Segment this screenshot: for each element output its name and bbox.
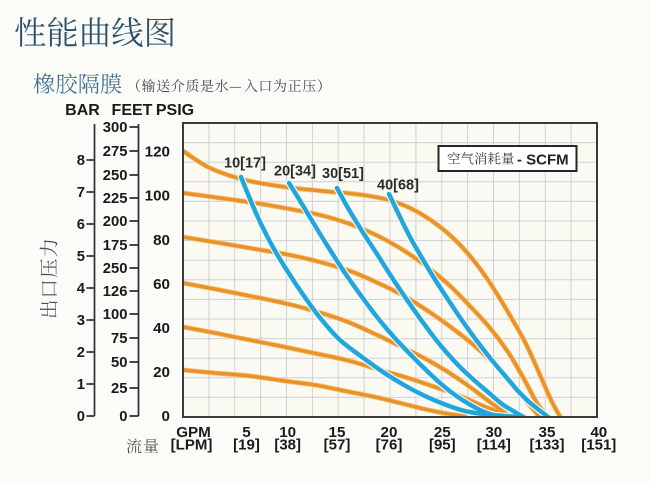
svg-text:GPM: GPM <box>176 424 211 441</box>
svg-text:20: 20 <box>381 424 398 441</box>
svg-text:20: 20 <box>153 364 170 381</box>
svg-text:30: 30 <box>485 424 502 441</box>
svg-text:[133]: [133] <box>529 437 564 454</box>
svg-text:60: 60 <box>153 276 170 293</box>
svg-text:40: 40 <box>590 424 607 441</box>
svg-text:[76]: [76] <box>376 437 403 454</box>
svg-text:BAR: BAR <box>65 102 100 119</box>
svg-text:[151]: [151] <box>581 437 616 454</box>
svg-text:0: 0 <box>119 409 127 425</box>
svg-text:3: 3 <box>77 313 85 329</box>
svg-text:25: 25 <box>434 424 451 441</box>
svg-text:5: 5 <box>77 249 85 265</box>
svg-text:120: 120 <box>145 144 170 161</box>
svg-text:15: 15 <box>329 424 346 441</box>
svg-text:5: 5 <box>242 424 251 441</box>
svg-text:4: 4 <box>77 281 86 297</box>
svg-text:300: 300 <box>103 120 128 136</box>
svg-text:10: 10 <box>279 424 296 441</box>
svg-text:100: 100 <box>103 307 128 323</box>
svg-text:250: 250 <box>103 261 128 277</box>
svg-text:175: 175 <box>103 238 128 254</box>
svg-text:40: 40 <box>153 320 170 337</box>
svg-text:75: 75 <box>111 331 127 347</box>
svg-text:250: 250 <box>103 168 128 184</box>
svg-text:126: 126 <box>103 284 128 300</box>
svg-text:20[34]: 20[34] <box>274 164 316 180</box>
svg-text:35: 35 <box>539 424 556 441</box>
svg-text:200: 200 <box>103 214 128 230</box>
svg-text:25: 25 <box>111 381 127 397</box>
svg-text:[114]: [114] <box>477 437 511 454</box>
svg-text:[95]: [95] <box>429 437 456 454</box>
svg-text:6: 6 <box>77 217 85 233</box>
svg-text:0: 0 <box>162 408 170 425</box>
svg-text:- SCFM: - SCFM <box>517 152 569 169</box>
svg-text:30[51]: 30[51] <box>322 166 364 182</box>
svg-text:7: 7 <box>77 185 85 201</box>
svg-text:100: 100 <box>145 188 170 205</box>
svg-text:50: 50 <box>111 355 127 371</box>
svg-text:[LPM]: [LPM] <box>171 437 213 454</box>
svg-text:80: 80 <box>153 232 170 249</box>
svg-text:FEET: FEET <box>112 102 153 119</box>
svg-text:1: 1 <box>77 377 85 393</box>
svg-text:8: 8 <box>77 153 85 169</box>
svg-text:PSIG: PSIG <box>156 102 194 119</box>
svg-text:[38]: [38] <box>274 437 301 454</box>
svg-text:[57]: [57] <box>324 437 351 454</box>
svg-text:10[17]: 10[17] <box>224 156 266 172</box>
svg-text:0: 0 <box>77 409 85 425</box>
svg-text:225: 225 <box>103 191 128 207</box>
svg-text:40[68]: 40[68] <box>377 178 419 194</box>
svg-text:275: 275 <box>103 144 128 160</box>
svg-text:2: 2 <box>77 345 85 361</box>
svg-text:[19]: [19] <box>233 437 260 454</box>
